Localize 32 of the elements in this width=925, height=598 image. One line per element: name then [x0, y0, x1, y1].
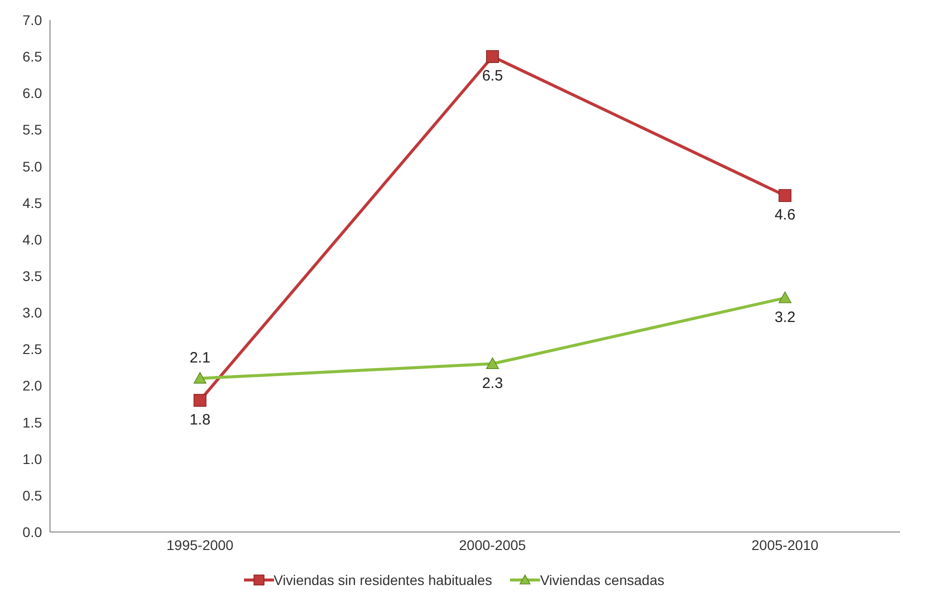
point	[194, 372, 206, 384]
y-tick-label: 7.0	[22, 12, 42, 28]
x-tick-label: 2000-2005	[459, 536, 526, 553]
y-tick-label: 4.0	[22, 231, 42, 248]
y-tick-label: 0.5	[22, 487, 42, 504]
point	[778, 189, 792, 202]
y-tick-label: 0.0	[22, 524, 42, 540]
y-tick-label: 5.0	[22, 158, 42, 174]
data-label: 4.6	[774, 206, 796, 224]
point	[486, 357, 499, 369]
y-tick-label: 3.5	[22, 268, 42, 284]
y-tick-label: 1.5	[22, 414, 42, 430]
data-label: 2.1	[190, 349, 210, 366]
x-tick-label: 2005-2010	[752, 536, 819, 553]
legend-label: Viviendas censadas	[540, 572, 664, 588]
data-label: 3.2	[774, 308, 796, 326]
y-tick-label: 5.5	[22, 122, 42, 138]
y-tick-label: 4.5	[22, 194, 42, 211]
y-tick-label: 2.5	[22, 341, 42, 358]
y-tick-label: 1.0	[22, 450, 42, 467]
x-tick-label: 1995-2000	[166, 536, 234, 553]
point	[778, 292, 792, 304]
y-tick-label: 6.0	[22, 85, 42, 102]
y-tick-label: 6.5	[22, 48, 42, 65]
legend-label: Viviendas sin residentes habituales	[274, 572, 492, 588]
point	[486, 50, 499, 63]
y-tick-label: 2.0	[22, 378, 42, 394]
point	[194, 394, 206, 407]
y-tick-label: 3.0	[22, 304, 42, 321]
data-label: 6.5	[482, 68, 503, 85]
data-label: 2.3	[482, 374, 503, 392]
data-label: 1.8	[190, 411, 210, 428]
